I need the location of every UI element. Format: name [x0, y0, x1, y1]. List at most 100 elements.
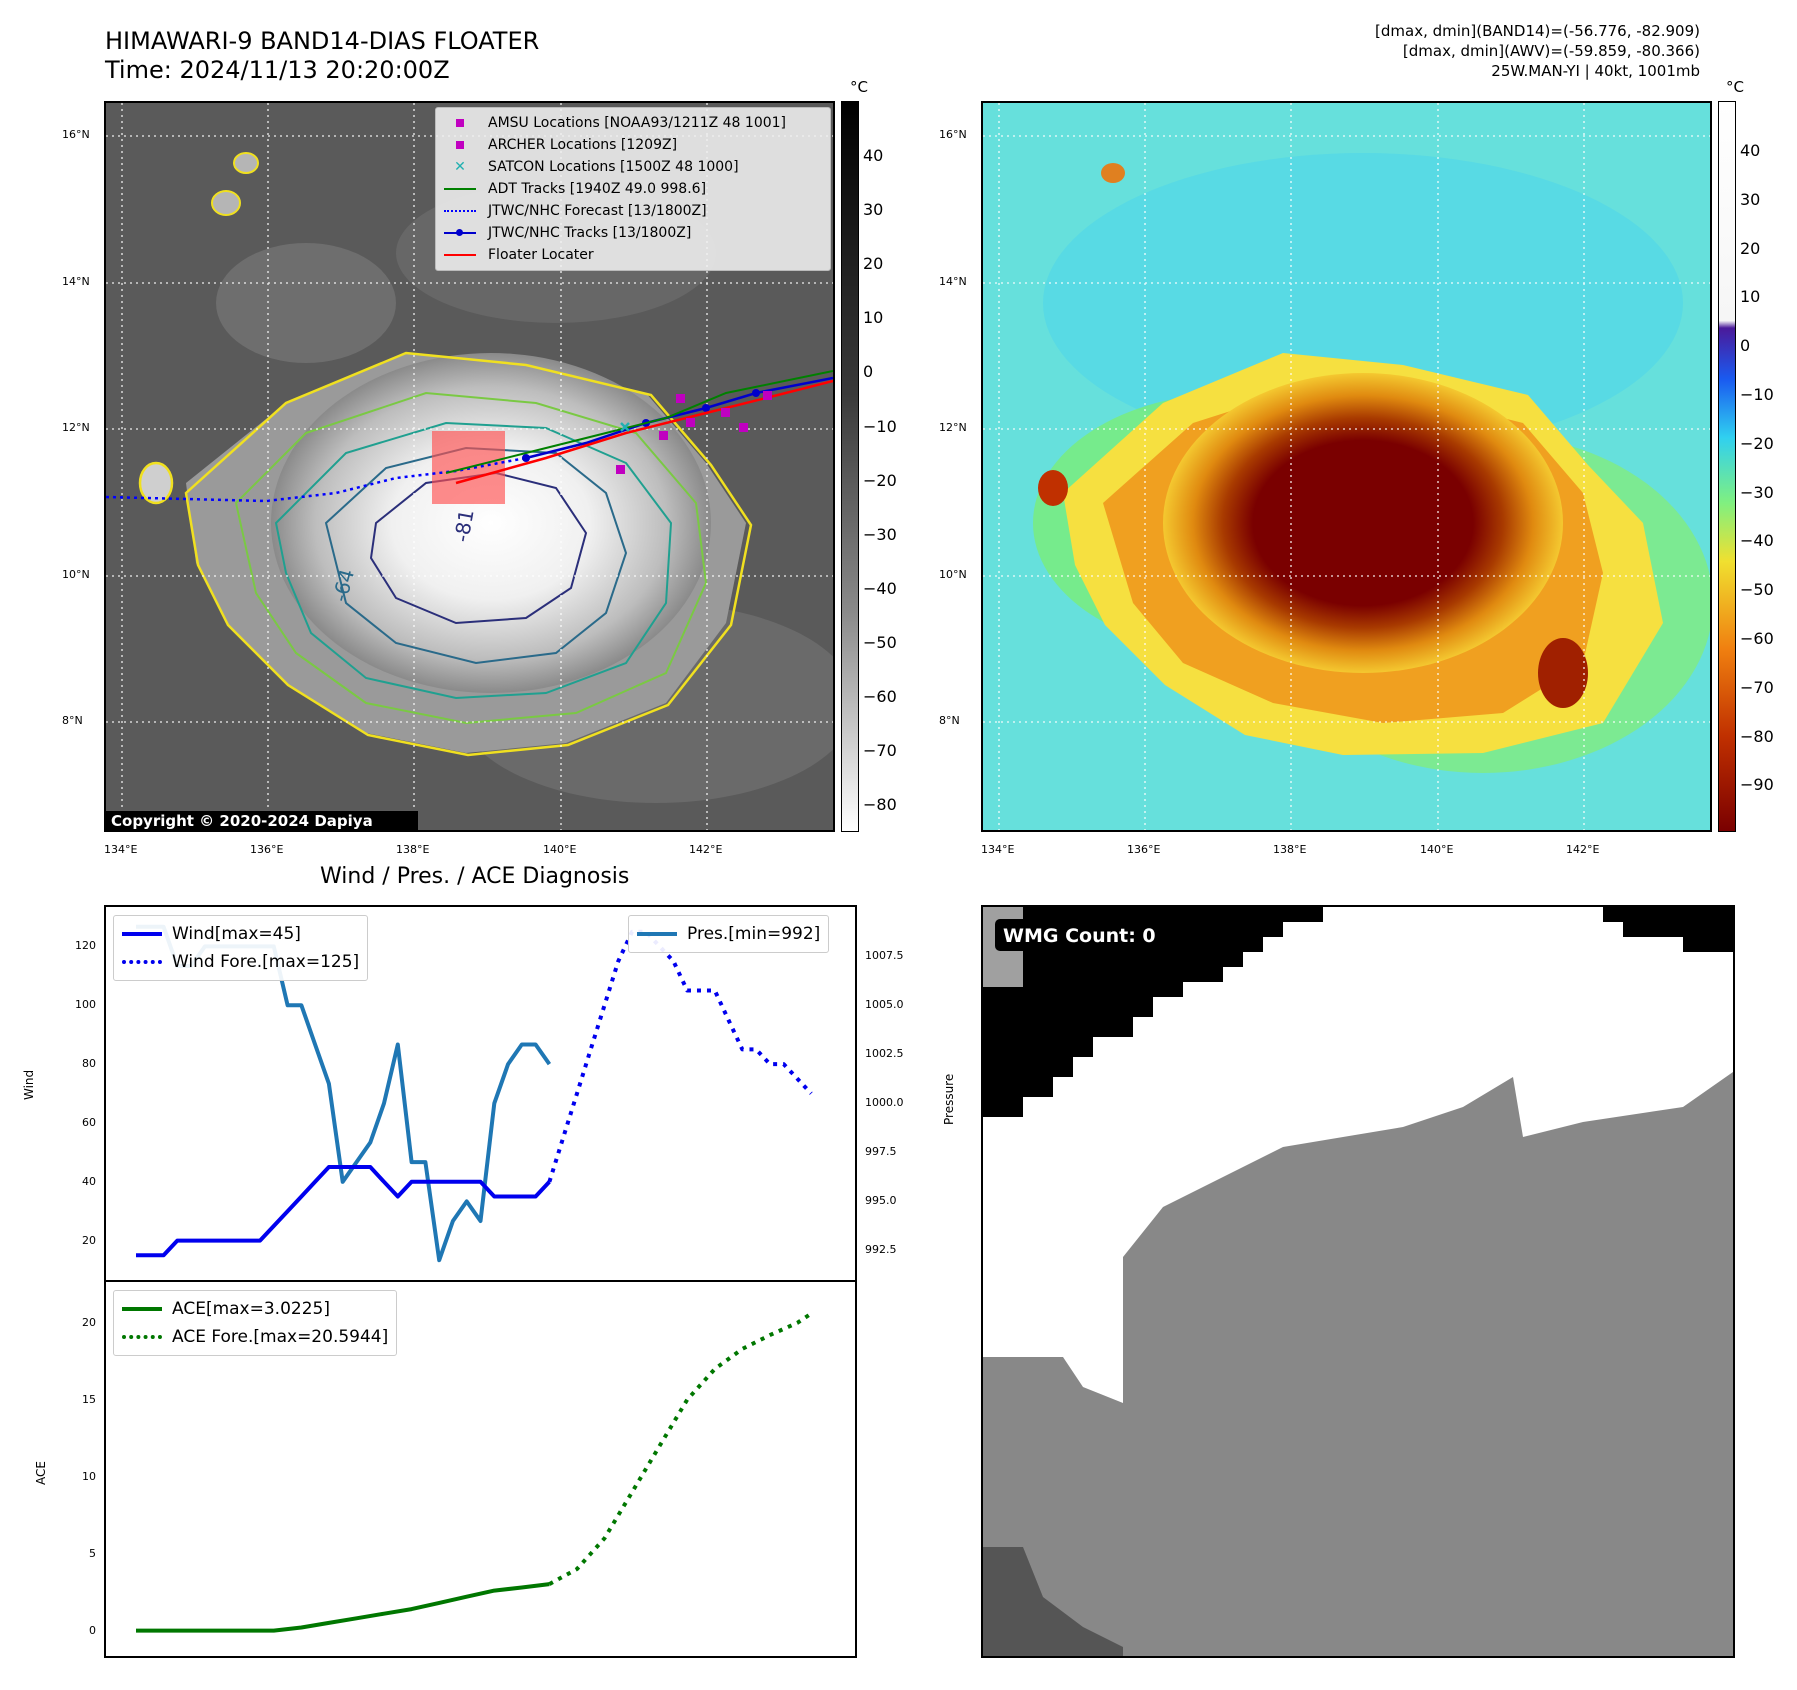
colorbar-tick-label: 0 [1740, 336, 1751, 356]
left-lon-tick: 136°E [250, 843, 284, 856]
axis-tick-label: 997.5 [865, 1145, 897, 1159]
colorbar-tick-label: −80 [1740, 726, 1774, 746]
colorbar-tick-label: −20 [1740, 433, 1774, 453]
axis-tick-label: 60 [82, 1115, 96, 1129]
wmg-panel: WMG Count: 0 [981, 905, 1735, 1658]
solid-line-icon [637, 932, 677, 936]
left-lat-tick: 10°N [62, 568, 90, 581]
left-lon-tick: 140°E [543, 843, 577, 856]
right-lon-tick: 138°E [1273, 843, 1307, 856]
left-lon-tick: 142°E [689, 843, 723, 856]
ace-legend: ACE[max=3.0225] ACE Fore.[max=20.5944] [113, 1290, 398, 1356]
right-lat-tick: 12°N [939, 421, 967, 434]
square-marker-icon [442, 117, 478, 129]
ace-axis-label: ACE [34, 1461, 48, 1485]
axis-tick-label: 10 [82, 1469, 96, 1483]
x-marker-icon: ✕ [454, 159, 466, 175]
info-line-1: [dmax, dmin](BAND14)=(-56.776, -82.909) [1375, 22, 1700, 40]
axis-tick-label: 995.0 [865, 1194, 897, 1208]
title-line-2: Time: 2024/11/13 20:20:00Z [105, 56, 450, 84]
colorbar-tick-label: −90 [1740, 775, 1774, 795]
axis-tick-label: 40 [82, 1174, 96, 1188]
colorbar-tick-label: 20 [1740, 238, 1761, 258]
contour-label-1: -81 [449, 508, 478, 544]
ace-plot [136, 1311, 813, 1633]
axis-tick-label: 1002.5 [865, 1047, 904, 1061]
colorbar-tick-label: 40 [1740, 141, 1761, 160]
legend-ace-forecast: ACE Fore.[max=20.5944] [122, 1323, 388, 1351]
right-map-image [983, 103, 1710, 830]
legend-item-archer: ARCHER Locations [1209Z] [442, 134, 824, 156]
right-lat-tick: 14°N [939, 275, 967, 288]
axis-tick-label: 100 [75, 998, 96, 1012]
right-lat-tick: 8°N [939, 714, 960, 727]
left-lat-tick: 12°N [62, 421, 90, 434]
axis-tick-label: 0 [89, 1623, 96, 1637]
ace-plot-frame [104, 1280, 857, 1658]
left-lon-tick: 134°E [104, 843, 138, 856]
colorbar-tick-label: −50 [1740, 580, 1774, 600]
info-line-3: 25W.MAN-YI | 40kt, 1001mb [1491, 62, 1700, 80]
axis-tick-label: 120 [75, 939, 96, 953]
square-marker-icon [442, 139, 478, 151]
colorbar-tick-label: −10 [863, 416, 897, 436]
legend-item-adt: ADT Tracks [1940Z 49.0 998.6] [442, 178, 824, 200]
colorbar-tick-label: −30 [863, 524, 897, 544]
axis-tick-label: 80 [82, 1057, 96, 1071]
line-dot-icon [442, 227, 478, 239]
colorbar-tick-label: −40 [863, 578, 897, 598]
axis-tick-label: 1005.0 [865, 998, 904, 1012]
wind-legend: Wind[max=45] Wind Fore.[max=125] [113, 915, 369, 981]
colorbar-tick-label: −60 [1740, 629, 1774, 648]
colorbar-tick-label: 30 [863, 200, 884, 220]
axis-tick-label: 5 [89, 1546, 96, 1560]
line-marker-icon [442, 183, 478, 195]
right-lon-tick: 142°E [1566, 843, 1600, 856]
right-lon-tick: 140°E [1420, 843, 1454, 856]
colorbar-tick-label: −70 [863, 741, 897, 761]
left-lat-tick: 8°N [62, 714, 83, 727]
right-colorbar-unit: °C [1726, 78, 1744, 96]
axis-tick-label: 1000.0 [865, 1096, 904, 1110]
copyright-text: Copyright © 2020-2024 Dapiya [111, 812, 373, 830]
right-colorbar [1718, 101, 1736, 832]
right-lat-tick: 10°N [939, 568, 967, 581]
pressure-axis-label: Pressure [942, 1073, 956, 1125]
left-lat-tick: 16°N [62, 128, 90, 141]
legend-ace: ACE[max=3.0225] [122, 1295, 388, 1323]
colorbar-tick-label: −20 [863, 470, 897, 490]
colorbar-tick-label: −50 [863, 632, 897, 652]
right-satellite-map [981, 101, 1712, 832]
legend-wind-forecast: Wind Fore.[max=125] [122, 948, 359, 976]
dotted-line-icon [122, 960, 162, 964]
right-lon-tick: 134°E [981, 843, 1015, 856]
legend-item-amsu: AMSU Locations [NOAA93/1211Z 48 1001] [442, 112, 824, 134]
colorbar-tick-label: −80 [863, 795, 897, 815]
colorbar-tick-label: −40 [1740, 531, 1774, 551]
colorbar-tick-label: −70 [1740, 677, 1774, 697]
line-marker-icon [442, 249, 478, 261]
right-lon-tick: 136°E [1127, 843, 1161, 856]
axis-tick-label: 20 [82, 1233, 96, 1247]
left-lon-tick: 138°E [396, 843, 430, 856]
wmg-image: WMG Count: 0 [983, 907, 1733, 1656]
axis-tick-label: 15 [82, 1392, 96, 1406]
colorbar-tick-label: −60 [863, 687, 897, 706]
wmg-count-label: WMG Count: 0 [1003, 925, 1156, 947]
map-legend: AMSU Locations [NOAA93/1211Z 48 1001] AR… [435, 107, 831, 271]
legend-wind: Wind[max=45] [122, 920, 359, 948]
right-lat-tick: 16°N [939, 128, 967, 141]
colorbar-tick-label: 0 [863, 362, 874, 382]
ace-forecast-series-line [548, 1311, 813, 1586]
colorbar-tick-label: 10 [863, 308, 884, 328]
wind-series-line [136, 1165, 551, 1258]
pressure-legend: Pres.[min=992] [628, 915, 830, 953]
wind-forecast-series-line [547, 929, 813, 1183]
axis-tick-label: 1007.5 [865, 949, 904, 963]
left-colorbar [841, 101, 859, 832]
legend-pressure: Pres.[min=992] [637, 920, 820, 948]
axis-tick-label: 20 [82, 1315, 96, 1329]
axis-tick-label: 992.5 [865, 1243, 897, 1257]
colorbar-tick-label: 30 [1740, 189, 1761, 209]
info-line-2: [dmax, dmin](AWV)=(-59.859, -80.366) [1402, 42, 1700, 60]
